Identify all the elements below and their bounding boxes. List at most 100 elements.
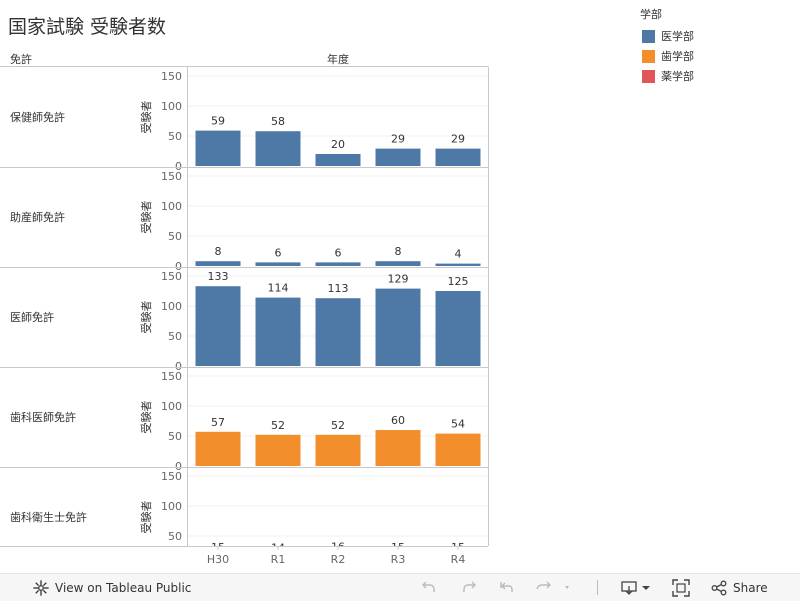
row-label: 助産師免許 bbox=[10, 210, 65, 224]
y-tick-label: 50 bbox=[168, 230, 182, 243]
x-tick-label: H30 bbox=[207, 553, 229, 566]
toolbar: View on Tableau Public Share bbox=[0, 573, 800, 601]
legend-label: 薬学部 bbox=[661, 70, 694, 83]
refresh-icon[interactable] bbox=[535, 574, 571, 601]
data-label: 54 bbox=[451, 418, 465, 431]
bar bbox=[435, 433, 481, 466]
bar bbox=[195, 286, 241, 366]
legend-item-dentistry[interactable]: 歯学部 bbox=[640, 46, 694, 66]
y-tick-label: 50 bbox=[168, 530, 182, 543]
y-tick-label: 100 bbox=[161, 200, 182, 213]
share-button[interactable]: Share bbox=[711, 574, 768, 601]
row-label: 保健師免許 bbox=[10, 110, 65, 124]
y-axis-title: 受験者 bbox=[139, 101, 153, 134]
bar bbox=[315, 434, 361, 466]
legend-item-medicine[interactable]: 医学部 bbox=[640, 26, 694, 46]
toolbar-divider bbox=[597, 580, 598, 595]
data-label: 8 bbox=[215, 245, 222, 258]
y-tick-label: 0 bbox=[175, 360, 182, 373]
row-header: 免許 bbox=[10, 53, 32, 66]
legend-swatch bbox=[642, 29, 655, 43]
data-label: 8 bbox=[395, 245, 402, 258]
y-tick-label: 0 bbox=[175, 160, 182, 173]
data-label: 60 bbox=[391, 414, 405, 427]
row-label: 歯科衛生士免許 bbox=[10, 510, 87, 524]
row-label: 医師免許 bbox=[10, 310, 54, 324]
bar bbox=[435, 263, 481, 266]
legend-label: 医学部 bbox=[661, 30, 694, 43]
y-tick-label: 100 bbox=[161, 100, 182, 113]
legend-swatch bbox=[642, 69, 655, 83]
bar bbox=[375, 261, 421, 266]
data-label: 125 bbox=[448, 275, 469, 288]
legend-item-pharmacy[interactable]: 薬学部 bbox=[640, 66, 694, 86]
data-label: 15 bbox=[391, 541, 405, 554]
bar bbox=[435, 148, 481, 166]
undo-icon[interactable] bbox=[420, 574, 438, 601]
legend: 学部 医学部 歯学部 薬学部 bbox=[640, 6, 694, 86]
bar bbox=[375, 148, 421, 166]
data-label: 20 bbox=[331, 138, 345, 151]
legend-label: 歯学部 bbox=[661, 50, 694, 63]
y-tick-label: 50 bbox=[168, 130, 182, 143]
bar bbox=[195, 261, 241, 266]
y-tick-label: 150 bbox=[161, 270, 182, 283]
revert-icon[interactable] bbox=[498, 574, 516, 601]
data-label: 6 bbox=[275, 246, 282, 259]
y-tick-label: 0 bbox=[175, 260, 182, 273]
redo-icon[interactable] bbox=[460, 574, 478, 601]
data-label: 133 bbox=[208, 270, 229, 283]
bar bbox=[255, 434, 301, 466]
data-label: 58 bbox=[271, 115, 285, 128]
download-icon[interactable] bbox=[621, 574, 653, 601]
y-tick-label: 100 bbox=[161, 400, 182, 413]
view-on-tableau-link[interactable]: View on Tableau Public bbox=[33, 574, 191, 601]
y-tick-label: 0 bbox=[175, 460, 182, 473]
y-tick-label: 150 bbox=[161, 70, 182, 83]
data-label: 129 bbox=[388, 273, 409, 286]
legend-swatch bbox=[642, 49, 655, 63]
data-label: 114 bbox=[268, 282, 289, 295]
y-tick-label: 150 bbox=[161, 370, 182, 383]
y-tick-label: 100 bbox=[161, 500, 182, 513]
row-label: 歯科医師免許 bbox=[10, 410, 76, 424]
bar bbox=[435, 291, 481, 366]
x-tick-label: R4 bbox=[451, 553, 466, 566]
column-header: 年度 bbox=[327, 53, 349, 66]
data-label: 4 bbox=[455, 248, 462, 261]
data-label: 29 bbox=[451, 133, 465, 146]
bar bbox=[255, 131, 301, 166]
x-tick-label: R1 bbox=[271, 553, 286, 566]
data-label: 29 bbox=[391, 133, 405, 146]
page-title: 国家試験 受験者数 bbox=[8, 16, 167, 38]
data-label: 52 bbox=[331, 419, 345, 432]
data-label: 14 bbox=[271, 542, 285, 555]
y-tick-label: 50 bbox=[168, 430, 182, 443]
bar bbox=[255, 262, 301, 266]
legend-title: 学部 bbox=[640, 8, 662, 21]
bar bbox=[195, 431, 241, 466]
y-axis-title: 受験者 bbox=[139, 201, 153, 234]
y-axis-title: 受験者 bbox=[139, 401, 153, 434]
y-tick-label: 50 bbox=[168, 330, 182, 343]
x-tick-label: R3 bbox=[391, 553, 406, 566]
data-label: 15 bbox=[451, 541, 465, 554]
data-label: 52 bbox=[271, 419, 285, 432]
y-axis-title: 受験者 bbox=[139, 301, 153, 334]
fullscreen-icon[interactable] bbox=[672, 574, 690, 601]
view-on-tableau-label: View on Tableau Public bbox=[55, 580, 192, 595]
data-label: 6 bbox=[335, 246, 342, 259]
share-icon bbox=[711, 580, 727, 596]
data-label: 113 bbox=[328, 282, 349, 295]
bar bbox=[315, 262, 361, 266]
bar bbox=[315, 298, 361, 366]
data-label: 16 bbox=[331, 540, 345, 553]
data-label: 15 bbox=[211, 541, 225, 554]
y-tick-label: 100 bbox=[161, 300, 182, 313]
share-label: Share bbox=[733, 580, 768, 595]
y-tick-label: 150 bbox=[161, 170, 182, 183]
data-label: 59 bbox=[211, 115, 225, 128]
bar bbox=[195, 130, 241, 166]
